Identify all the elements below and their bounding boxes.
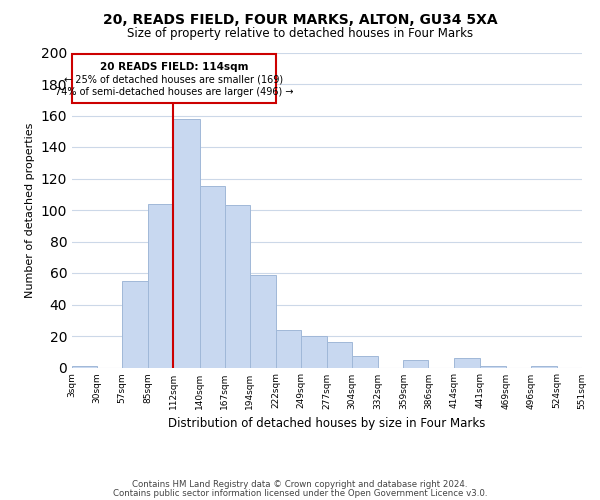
Bar — [531, 366, 557, 368]
Text: 74% of semi-detached houses are larger (496) →: 74% of semi-detached houses are larger (… — [55, 87, 293, 97]
X-axis label: Distribution of detached houses by size in Four Marks: Distribution of detached houses by size … — [169, 417, 485, 430]
Bar — [224, 206, 250, 368]
Bar — [455, 358, 479, 368]
Text: Contains public sector information licensed under the Open Government Licence v3: Contains public sector information licen… — [113, 488, 487, 498]
Bar — [72, 366, 97, 368]
Bar — [403, 360, 428, 368]
Bar — [199, 186, 224, 368]
Bar — [122, 281, 148, 368]
Text: ← 25% of detached houses are smaller (169): ← 25% of detached houses are smaller (16… — [64, 74, 283, 85]
Bar — [327, 342, 352, 367]
Bar — [148, 204, 173, 368]
Bar — [479, 366, 506, 368]
Text: 20 READS FIELD: 114sqm: 20 READS FIELD: 114sqm — [100, 62, 248, 72]
Text: 20, READS FIELD, FOUR MARKS, ALTON, GU34 5XA: 20, READS FIELD, FOUR MARKS, ALTON, GU34… — [103, 12, 497, 26]
Bar — [352, 356, 378, 368]
Bar — [250, 274, 276, 368]
Bar — [276, 330, 301, 368]
Bar — [72, 54, 276, 103]
Text: Size of property relative to detached houses in Four Marks: Size of property relative to detached ho… — [127, 28, 473, 40]
Y-axis label: Number of detached properties: Number of detached properties — [25, 122, 35, 298]
Bar — [173, 118, 199, 368]
Text: Contains HM Land Registry data © Crown copyright and database right 2024.: Contains HM Land Registry data © Crown c… — [132, 480, 468, 489]
Bar — [301, 336, 327, 368]
